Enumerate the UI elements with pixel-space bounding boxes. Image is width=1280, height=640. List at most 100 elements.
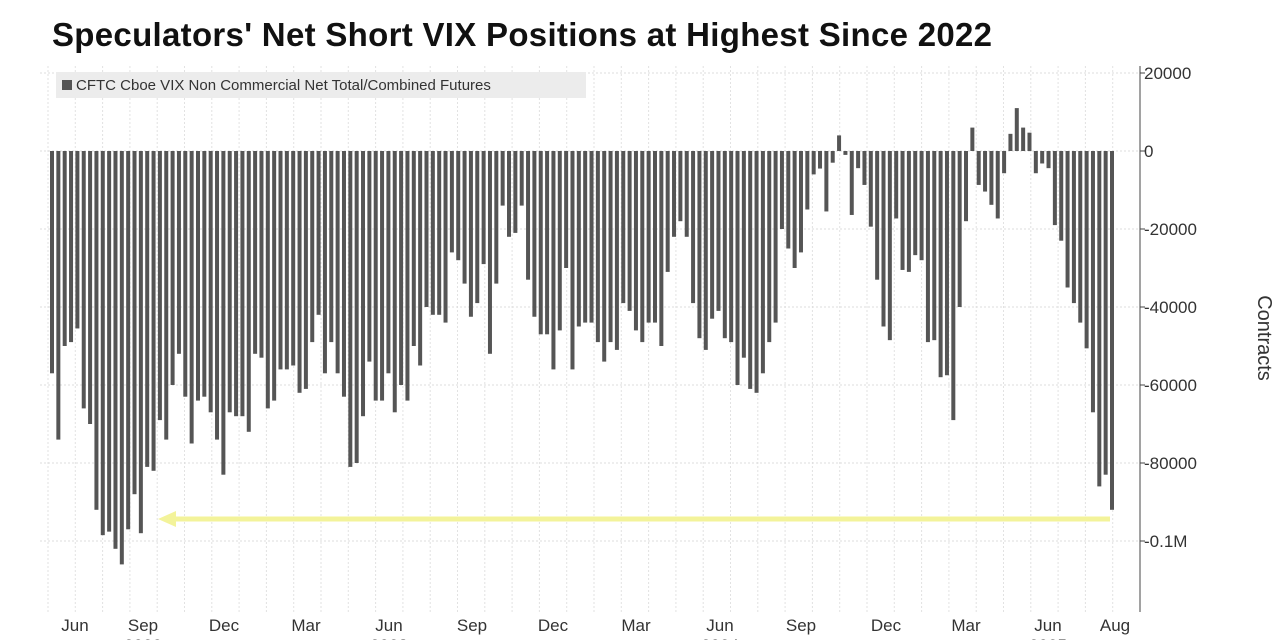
x-tick-label: Mar: [291, 616, 321, 635]
y-tick-label: -20000: [1144, 220, 1197, 239]
bar: [468, 151, 473, 317]
bar: [856, 151, 861, 169]
bar: [1014, 108, 1019, 151]
x-tick-label: Sep: [786, 616, 816, 635]
bar: [716, 151, 721, 311]
bar: [830, 151, 835, 163]
bar: [957, 151, 962, 307]
y-axis-label: Contracts: [1253, 295, 1275, 381]
bar: [494, 151, 499, 284]
bar: [843, 151, 848, 155]
bar: [995, 151, 1000, 219]
bar: [983, 151, 988, 192]
bar: [348, 151, 353, 467]
bar: [380, 151, 385, 401]
bar: [456, 151, 461, 261]
bar: [652, 151, 657, 323]
bar: [1052, 151, 1057, 226]
bar: [170, 151, 175, 385]
bar: [1110, 151, 1114, 510]
bar: [887, 151, 892, 341]
chart-title: Speculators' Net Short VIX Positions at …: [52, 16, 993, 53]
bar: [386, 151, 391, 374]
bar: [100, 151, 105, 536]
bar: [665, 151, 670, 272]
bar: [500, 151, 505, 206]
bar: [608, 151, 613, 343]
bar: [748, 151, 753, 389]
bar: [526, 151, 531, 280]
bars: [50, 108, 1114, 565]
bar: [868, 151, 873, 227]
bar: [1097, 151, 1102, 487]
bar: [786, 151, 791, 249]
bar: [1090, 151, 1095, 413]
bar: [189, 151, 194, 444]
bar: [151, 151, 156, 471]
bar: [56, 151, 61, 440]
bar: [805, 151, 810, 210]
bar: [259, 151, 264, 358]
bar: [221, 151, 226, 475]
bar: [881, 151, 886, 327]
bar: [367, 151, 372, 362]
bar: [240, 151, 245, 417]
bar: [119, 151, 124, 565]
bar: [411, 151, 416, 346]
bar: [951, 151, 956, 421]
bar: [1078, 151, 1083, 323]
bar: [691, 151, 696, 304]
bar: [925, 151, 930, 343]
bar: [94, 151, 99, 510]
bar: [341, 151, 346, 397]
y-axis: 20000 0 -20000 -40000 -60000 -80000 -0.1M: [1139, 64, 1197, 612]
bar: [570, 151, 575, 370]
bar: [678, 151, 683, 222]
bar: [633, 151, 638, 331]
bar: [418, 151, 423, 366]
x-year-label: 2025: [1029, 636, 1067, 640]
bar: [88, 151, 93, 424]
bar: [811, 151, 816, 175]
bar: [462, 151, 467, 284]
x-year-label: 2023: [370, 636, 408, 640]
bar: [1027, 132, 1032, 151]
annotation-arrow: [158, 511, 1110, 527]
bar: [405, 151, 410, 401]
y-tick-label: -80000: [1144, 454, 1197, 473]
legend: CFTC Cboe VIX Non Commercial Net Total/C…: [56, 72, 586, 98]
bar: [310, 151, 315, 343]
bar: [272, 151, 277, 401]
bar: [392, 151, 397, 413]
bar: [703, 151, 708, 350]
arrow-head: [158, 511, 176, 527]
bar: [234, 151, 239, 417]
bar: [595, 151, 600, 343]
bar: [976, 151, 981, 185]
bar: [208, 151, 213, 413]
bar: [900, 151, 905, 270]
bar: [1002, 151, 1007, 174]
bar: [1103, 151, 1108, 475]
bar: [297, 151, 302, 393]
y-tick-label: -0.1M: [1144, 532, 1187, 551]
bar: [621, 151, 626, 304]
bar: [824, 151, 829, 212]
bar: [729, 151, 734, 343]
bar: [284, 151, 289, 370]
bar: [614, 151, 619, 350]
bar: [989, 151, 994, 205]
bar: [532, 151, 537, 317]
bar: [195, 151, 200, 401]
x-tick-label: Jun: [375, 616, 402, 635]
bar: [551, 151, 556, 370]
bar: [322, 151, 327, 374]
bar: [894, 151, 899, 219]
bar: [1084, 151, 1089, 349]
bar: [919, 151, 924, 261]
y-tick-label: 20000: [1144, 64, 1191, 83]
bar: [361, 151, 366, 417]
x-year-label: 2024: [701, 636, 739, 640]
bar: [710, 151, 715, 319]
bar: [75, 151, 80, 329]
